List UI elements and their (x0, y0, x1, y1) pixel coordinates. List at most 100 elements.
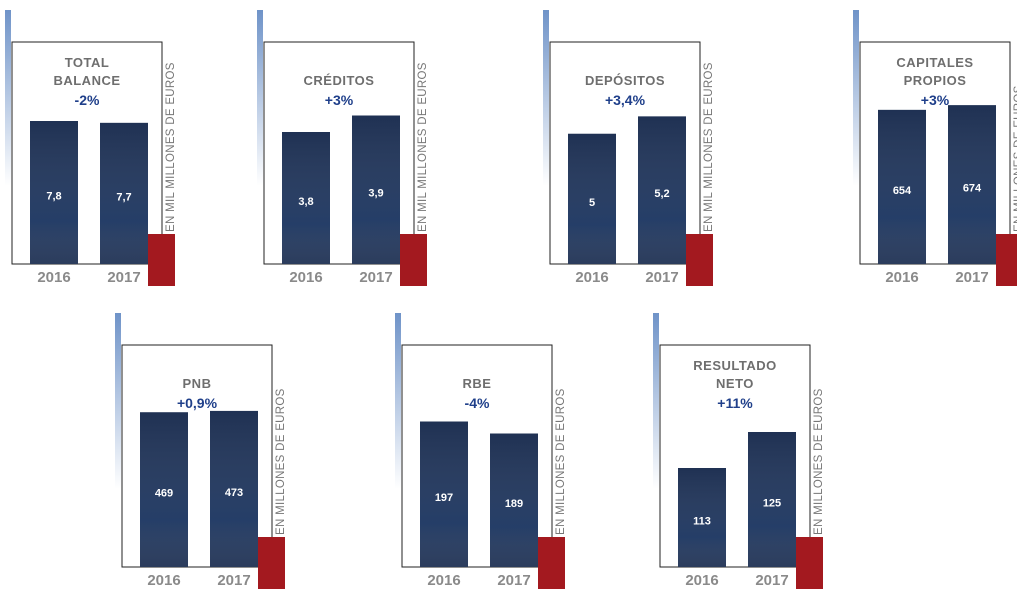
chart-subtitle: +11% (717, 395, 753, 411)
axis-label: EN MILLONES DE EUROS (275, 388, 287, 535)
red-block (148, 234, 175, 286)
header: RBE -4% (402, 347, 552, 413)
bar-sheen (210, 410, 258, 567)
bar-sheen (100, 122, 148, 264)
chart-title: TOTAL BALANCE (53, 55, 121, 88)
chart-title: PNB (182, 376, 212, 391)
accent-stripe (257, 10, 263, 186)
chart-subtitle: -2% (74, 92, 100, 108)
accent-stripe (853, 10, 859, 186)
accent-stripe (395, 313, 401, 489)
header-box: CAPITALES PROPIOS +3% (860, 44, 1010, 110)
value-label: 3,9 (368, 188, 383, 200)
accent-stripe (5, 10, 11, 186)
red-block (686, 234, 713, 286)
header-box: CRÉDITOS +3% (264, 44, 414, 110)
x-tick-label: 2017 (217, 572, 250, 589)
x-tick-label: 2017 (107, 269, 140, 286)
header-box: RBE -4% (402, 347, 552, 413)
bar-sheen (678, 468, 726, 567)
frame (11, 41, 163, 265)
axis-label: EN MILLONES DE EUROS (813, 388, 825, 535)
header: RESULTADO NETO +11% (660, 347, 810, 413)
value-label: 473 (225, 487, 243, 499)
axis-label: EN MIL MILLONES DE EUROS (165, 62, 177, 232)
header-box: PNB +0,9% (122, 347, 272, 413)
header: CAPITALES PROPIOS +3% (860, 44, 1010, 110)
frame (659, 344, 811, 568)
x-tick-label: 2016 (685, 572, 718, 589)
x-tick-label: 2016 (37, 269, 70, 286)
value-label: 5 (589, 197, 595, 209)
red-block (996, 234, 1017, 286)
frame (121, 344, 273, 568)
red-block (400, 234, 427, 286)
value-label: 3,8 (298, 196, 313, 208)
chart-panel: 113 2016 125 2017 EN MILLONES DE EUROSRESULT… (653, 313, 825, 589)
value-label: 125 (763, 497, 781, 509)
bar-sheen (638, 116, 686, 264)
x-tick-label: 2016 (147, 572, 180, 589)
x-tick-label: 2017 (645, 269, 678, 286)
x-tick-label: 2016 (885, 269, 918, 286)
chart-title: CAPITALES PROPIOS (896, 55, 974, 88)
chart-title: DEPÓSITOS (584, 73, 666, 88)
chart-subtitle: -4% (464, 395, 490, 411)
x-tick-label: 2016 (427, 572, 460, 589)
value-label: 674 (963, 182, 982, 194)
bar-sheen (282, 132, 330, 264)
bar-sheen (30, 121, 78, 264)
header: DEPÓSITOS +3,4% (584, 73, 666, 108)
bar-sheen (420, 421, 468, 567)
value-label: 189 (505, 498, 523, 510)
value-label: 113 (693, 515, 711, 527)
bar-sheen (948, 105, 996, 264)
bar-sheen (878, 109, 926, 264)
chart-subtitle: +3,4% (604, 92, 646, 108)
chart-title: CRÉDITOS (303, 73, 375, 88)
chart-subtitle: +3% (920, 92, 950, 108)
axis-label: EN MILLONES DE EUROS (1013, 85, 1017, 232)
header-box: TOTAL BALANCE -2% (12, 44, 162, 110)
value-label: 197 (435, 492, 453, 504)
value-label: 7,7 (116, 191, 131, 203)
red-block (258, 537, 285, 589)
accent-stripe (653, 313, 659, 489)
bar-sheen (748, 432, 796, 567)
chart-panel: 197 2016 189 2017 EN MILLONES DE EUROS RBE -4% (395, 313, 567, 589)
bar-sheen (352, 115, 400, 264)
bar-sheen (490, 433, 538, 567)
axis-label: EN MILLONES DE EUROS (555, 388, 567, 535)
chart-subtitle: +3% (324, 92, 354, 108)
x-tick-label: 2017 (955, 269, 988, 286)
chart-subtitle: +0,9% (176, 395, 218, 411)
header: TOTAL BALANCE -2% (12, 44, 162, 110)
header: PNB +0,9% (122, 347, 272, 413)
x-tick-label: 2017 (359, 269, 392, 286)
value-label: 654 (893, 185, 912, 197)
header: CRÉDITOS +3% (264, 44, 414, 110)
x-tick-label: 2016 (575, 269, 608, 286)
axis-label: EN MIL MILLONES DE EUROS (417, 62, 429, 232)
value-label: 7,8 (46, 190, 61, 202)
value-label: 5,2 (654, 188, 669, 200)
header-box: RESULTADO NETO +11% (660, 347, 810, 413)
bar-sheen (568, 133, 616, 264)
accent-stripe (543, 10, 549, 186)
frame (263, 41, 415, 265)
x-tick-label: 2017 (497, 572, 530, 589)
accent-stripe (115, 313, 121, 489)
x-tick-label: 2017 (755, 572, 788, 589)
bar-sheen (140, 412, 188, 567)
frame (549, 41, 701, 265)
frame (859, 41, 1011, 265)
frame (401, 344, 553, 568)
red-block (796, 537, 823, 589)
chart-panel: 5 2016 5,2 2017 EN MIL MILLONES DE EUROS DEPÓ… (543, 10, 715, 286)
red-block (538, 537, 565, 589)
axis-label: EN MIL MILLONES DE EUROS (703, 62, 715, 232)
